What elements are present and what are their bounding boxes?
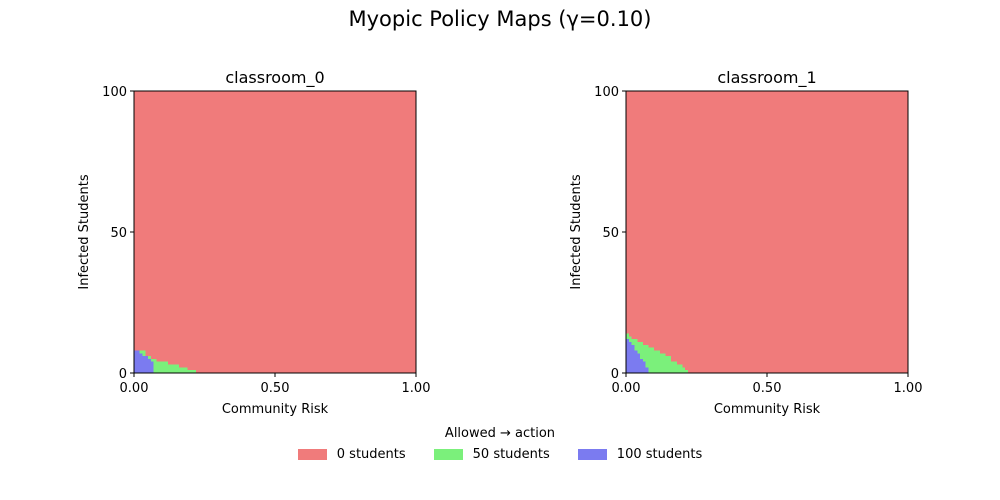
panel-title: classroom_1 [717,68,816,88]
x-tick-label: 0.00 [612,381,641,396]
panel-0: classroom_0 0.00 0.50 1.00 0 50 100 Community R… [77,68,430,417]
legend-swatch-100 [577,449,607,460]
legend: 0 students 50 students 100 students [0,447,1000,462]
legend-item-0: 0 students [297,447,406,462]
legend-label-50: 50 students [472,447,550,462]
figure-title: Myopic Policy Maps (γ=0.10) [349,7,652,31]
legend-swatch-0 [297,449,327,460]
legend-item-100: 100 students [577,447,703,462]
y-tick-label: 0 [119,367,127,382]
panel-title: classroom_0 [225,68,324,88]
region-0-students [134,91,416,373]
x-tick-label: 1.00 [894,381,923,396]
x-axis-label: Community Risk [714,402,821,417]
x-tick-label: 0.50 [261,381,290,396]
y-tick-label: 100 [102,85,127,100]
x-axis-label: Community Risk [222,402,329,417]
y-axis-label: Infected Students [569,174,584,289]
region-0-students [626,91,908,373]
y-tick-label: 0 [611,367,619,382]
region-100-students [626,339,649,373]
legend-title: Allowed → action [444,426,556,441]
legend-label-100: 100 students [616,447,703,462]
y-axis-label: Infected Students [77,174,92,289]
policy-map-figure: Myopic Policy Maps (γ=0.10) classroom_0 0… [77,7,922,417]
panel-1: classroom_1 0.00 0.50 1.00 0 50 100 Community R… [569,68,922,417]
y-tick-label: 100 [594,85,619,100]
y-tick-label: 50 [602,226,619,241]
x-tick-label: 0.50 [753,381,782,396]
legend-label-0: 0 students [336,447,406,462]
legend-swatch-50 [433,449,463,460]
x-tick-label: 1.00 [402,381,431,396]
x-tick-label: 0.00 [120,381,149,396]
region-100-students [134,350,154,373]
legend-item-50: 50 students [433,447,550,462]
y-tick-label: 50 [110,226,127,241]
